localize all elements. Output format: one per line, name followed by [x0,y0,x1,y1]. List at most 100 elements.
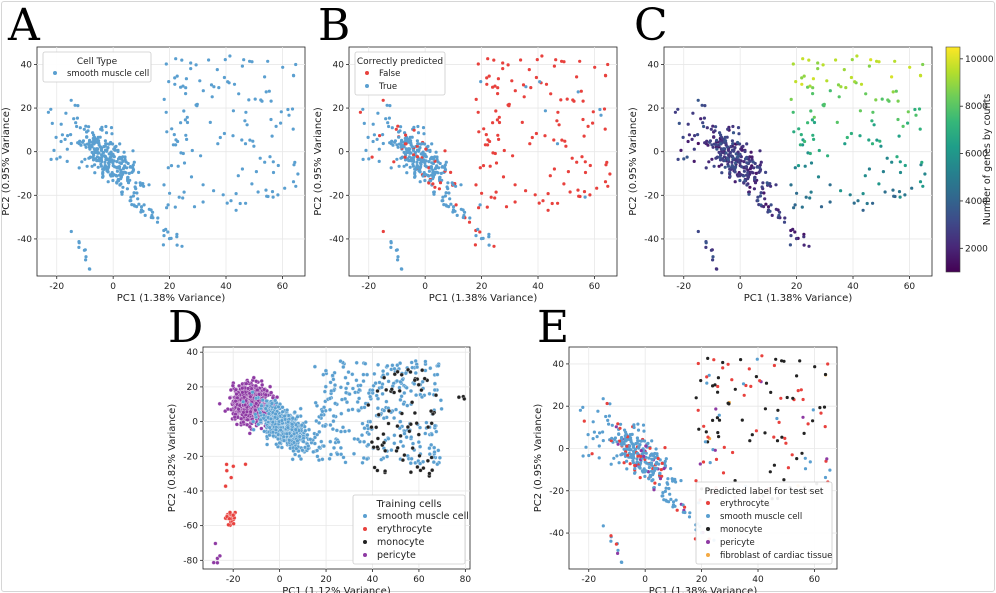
data-point [717,435,721,439]
data-point [375,396,381,401]
data-point [294,62,298,67]
data-point [381,440,387,445]
data-point [132,191,136,195]
data-point [590,452,594,456]
data-point [809,109,813,113]
data-point [366,402,371,408]
data-point [625,444,629,448]
data-point [782,478,786,482]
data-point [397,164,401,168]
data-point [811,408,815,412]
data-point [422,132,426,136]
data-point [331,413,336,419]
data-point [494,190,498,194]
data-point [381,133,385,137]
data-point [254,401,259,406]
data-point [104,142,108,146]
data-point [268,384,273,389]
data-point [201,200,205,204]
data-point [519,58,523,62]
data-point [360,460,365,465]
data-point [118,142,122,146]
data-point [292,163,296,167]
x-tick-label: 40 [847,282,859,292]
data-point [618,426,622,430]
data-point [775,439,780,443]
data-point [778,210,782,214]
data-point [796,389,800,393]
data-point [774,183,778,187]
data-point [255,387,260,392]
data-point [281,438,287,443]
data-point [482,127,486,131]
data-point [365,372,370,377]
data-point [668,492,672,496]
data-point [736,174,740,178]
data-point [595,186,599,190]
data-point [723,165,727,169]
data-point [617,461,621,465]
data-point [249,386,254,391]
data-point [648,446,652,450]
data-point [431,182,435,186]
data-point [75,116,79,120]
data-point [397,142,402,146]
data-point [737,158,741,162]
data-point [174,138,178,142]
data-point [636,422,640,426]
x-tick-label: -20 [581,575,596,585]
data-point [434,429,439,434]
data-point [619,422,623,426]
data-point [82,127,86,131]
data-point [474,97,478,101]
legend-marker [363,553,367,557]
y-axis-label: PC2 (0.95% Variance) [628,107,639,216]
data-point [236,174,240,178]
data-point [782,359,786,363]
data-point [343,375,348,380]
data-point [361,157,365,161]
data-point [416,158,420,162]
data-point [437,187,441,191]
data-point [100,125,104,129]
data-point [412,153,416,157]
data-point [421,126,426,130]
y-tick-label: 20 [333,104,345,114]
data-point [789,97,793,101]
data-point [252,144,256,148]
data-point [263,406,268,411]
data-point [110,132,114,136]
data-point [808,84,812,88]
y-tick-label: 40 [648,60,660,70]
data-point [147,183,151,187]
data-point [124,160,128,164]
x-tick-label: 40 [532,282,544,292]
data-point [602,107,607,111]
data-point [822,102,826,106]
data-point [432,450,437,455]
data-point [625,459,629,463]
data-point [290,107,295,111]
data-point [710,157,714,161]
data-point [105,148,109,152]
data-point [77,166,81,170]
data-point [386,421,391,426]
data-point [235,395,240,400]
data-point [417,453,422,458]
data-point [726,148,731,152]
data-point [415,464,420,470]
data-point [422,154,426,158]
data-point [381,141,385,146]
data-point [716,390,720,394]
data-point [765,181,769,185]
data-point [234,422,239,427]
data-point [240,64,244,68]
data-point [655,452,659,456]
data-point [400,458,405,463]
data-point [792,206,796,210]
data-point [552,138,556,142]
y-tick-label: -20 [549,487,564,497]
data-point [800,76,804,80]
data-point [403,371,408,376]
data-point [112,173,116,177]
